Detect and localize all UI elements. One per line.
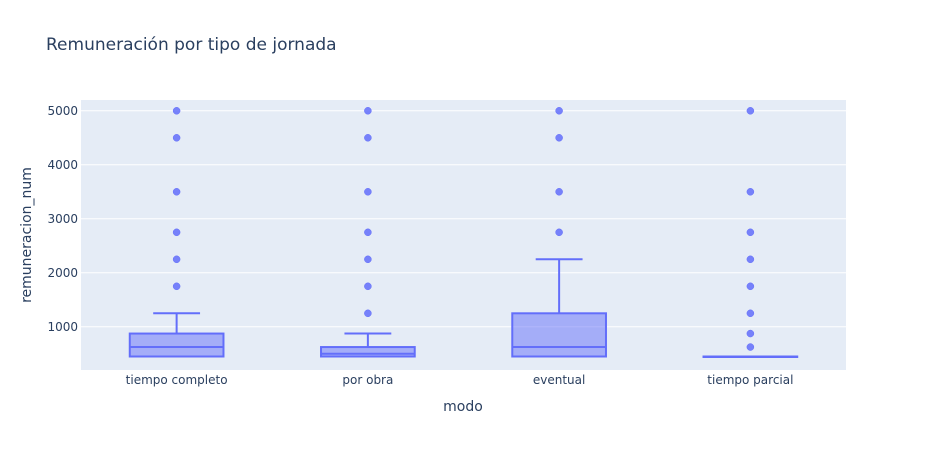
outlier-point — [746, 309, 755, 318]
outlier-point — [555, 188, 563, 196]
y-tick-labels: 1000 2000 3000 4000 5000 — [47, 104, 78, 334]
outlier-point — [746, 188, 755, 196]
outlier-point — [746, 228, 755, 237]
outlier-point — [172, 134, 181, 142]
y-tick-label: 3000 — [47, 212, 78, 226]
x-axis-title: modo — [443, 399, 483, 415]
x-tick-label: tiempo completo — [126, 373, 228, 387]
x-tick-label: tiempo parcial — [707, 373, 793, 387]
outlier-point — [746, 282, 755, 291]
outlier-point — [364, 282, 372, 291]
outlier-point — [364, 107, 372, 115]
outlier-point — [555, 228, 563, 237]
box-group — [128, 107, 225, 358]
x-tick-label: eventual — [533, 373, 585, 387]
outlier-point — [172, 228, 181, 237]
chart-title: Remuneración por tipo de jornada — [46, 35, 337, 55]
boxes-layer — [128, 107, 799, 358]
outlier-point — [172, 255, 181, 264]
outlier-point — [172, 188, 181, 196]
box-iqr — [128, 332, 225, 358]
y-tick-label: 1000 — [47, 320, 78, 334]
outlier-point — [746, 343, 755, 351]
plot-area — [81, 100, 846, 370]
outlier-point — [364, 255, 372, 264]
outlier-point — [364, 134, 372, 142]
box-iqr — [320, 346, 416, 358]
outlier-point — [364, 309, 372, 318]
y-axis-title: remuneracion_num — [19, 167, 35, 303]
outlier-point — [172, 282, 181, 291]
outlier-point — [172, 107, 181, 115]
outlier-point — [746, 255, 755, 264]
box-group — [511, 107, 607, 358]
outlier-point — [746, 107, 755, 115]
x-tick-labels: tiempo completo por obra eventual tiempo pa… — [126, 373, 794, 387]
box-group — [702, 107, 799, 358]
outlier-point — [555, 107, 563, 115]
outlier-point — [555, 134, 563, 142]
outlier-point — [364, 188, 372, 196]
grid-lines — [81, 110, 846, 328]
box-iqr — [511, 312, 607, 358]
outlier-point — [746, 329, 755, 338]
y-tick-label: 4000 — [47, 158, 78, 172]
x-tick-label: por obra — [342, 373, 393, 387]
y-tick-label: 5000 — [47, 104, 78, 118]
y-tick-label: 2000 — [47, 266, 78, 280]
box-group — [320, 107, 416, 358]
outlier-point — [364, 228, 372, 237]
